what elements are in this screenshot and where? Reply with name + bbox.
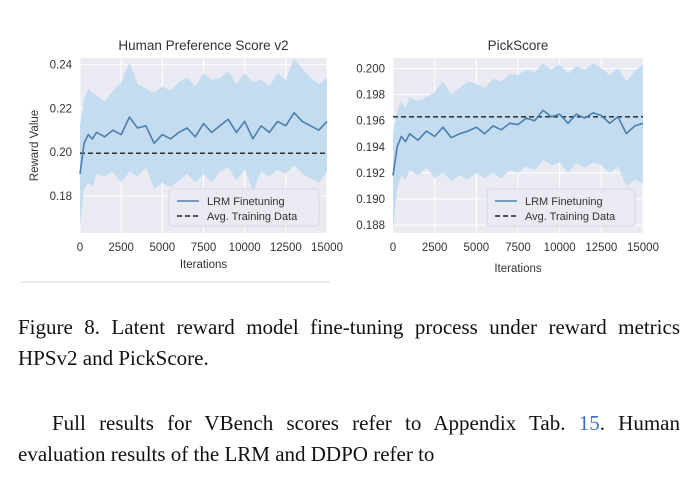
chart1-y-tick-label: 0.24	[50, 60, 73, 72]
chart2-x-tick-label: 7500	[505, 242, 531, 254]
chart1-y-axis-label: Reward Value	[29, 110, 41, 181]
figure-8: 0 2500 5000 7500 10000 12500 15000 0.18 0.20 0.22…	[20, 38, 659, 283]
chart1-x-tick-label: 15000	[311, 242, 343, 254]
chart2-y-tick-label: 0.200	[356, 63, 385, 75]
chart1-x-tick-label: 7500	[191, 242, 217, 254]
chart1-confidence-band	[80, 58, 327, 227]
chart2-y-tick-label: 0.196	[356, 116, 385, 128]
chart1-x-tick-label: 0	[77, 242, 83, 254]
chart2-x-axis-label: Iterations	[494, 263, 542, 275]
chart2-x-tick-label: 5000	[464, 242, 490, 254]
chart1-y-tick-label: 0.20	[50, 147, 72, 159]
chart2-y-tick-label: 0.198	[356, 90, 385, 102]
body-text-start: Full results for VBench scores refer to …	[52, 411, 579, 435]
chart2-x-tick-label: 15000	[627, 242, 659, 254]
chart1-x-tick-label: 5000	[150, 242, 176, 254]
chart1-x-tick-label: 2500	[108, 242, 134, 254]
chart2-x-tick-label: 12500	[585, 242, 617, 254]
chart2-lrm-finetuning-line	[392, 109, 644, 176]
table-reference-link[interactable]: 15	[578, 411, 600, 435]
chart2-y-tick-label: 0.188	[356, 220, 385, 232]
chart2-title: PickScore	[488, 38, 549, 53]
chart1-y-tick-label: 0.18	[50, 191, 72, 203]
chart1-x-axis-label: Iterations	[180, 259, 228, 271]
chart1-x-tick-label: 10000	[229, 242, 261, 254]
chart1-y-tick-label: 0.22	[50, 103, 72, 115]
figure-caption: Figure 8. Latent reward model fine-tunin…	[18, 315, 680, 370]
body-paragraph: Full results for VBench scores refer to …	[18, 408, 680, 470]
chart2-legend-box	[486, 188, 636, 227]
chart2-y-tick-label: 0.192	[356, 168, 385, 180]
chart1-title: Human Preference Score v2	[118, 38, 288, 53]
chart2-legend-label: LRM Finetuning	[525, 196, 603, 208]
chart2-legend-label: Avg. Training Data	[525, 211, 616, 223]
chart2-y-tick-label: 0.194	[356, 142, 385, 154]
chart2-x-tick-label: 10000	[544, 242, 576, 254]
chart1-lrm-finetuning-line	[79, 111, 328, 175]
chart2-x-tick-label: 0	[390, 242, 396, 254]
body-text-end: . Human evaluation results of the LRM an…	[18, 411, 680, 466]
chart1-legend-label: LRM Finetuning	[207, 196, 285, 208]
chart1-legend-label: Avg. Training Data	[207, 211, 298, 223]
chart2-y-tick-label: 0.190	[356, 194, 385, 206]
chart2-confidence-band	[393, 63, 643, 231]
chart1-x-tick-label: 12500	[270, 242, 302, 254]
chart1-legend-box	[168, 188, 320, 227]
chart2-x-tick-label: 2500	[422, 242, 448, 254]
